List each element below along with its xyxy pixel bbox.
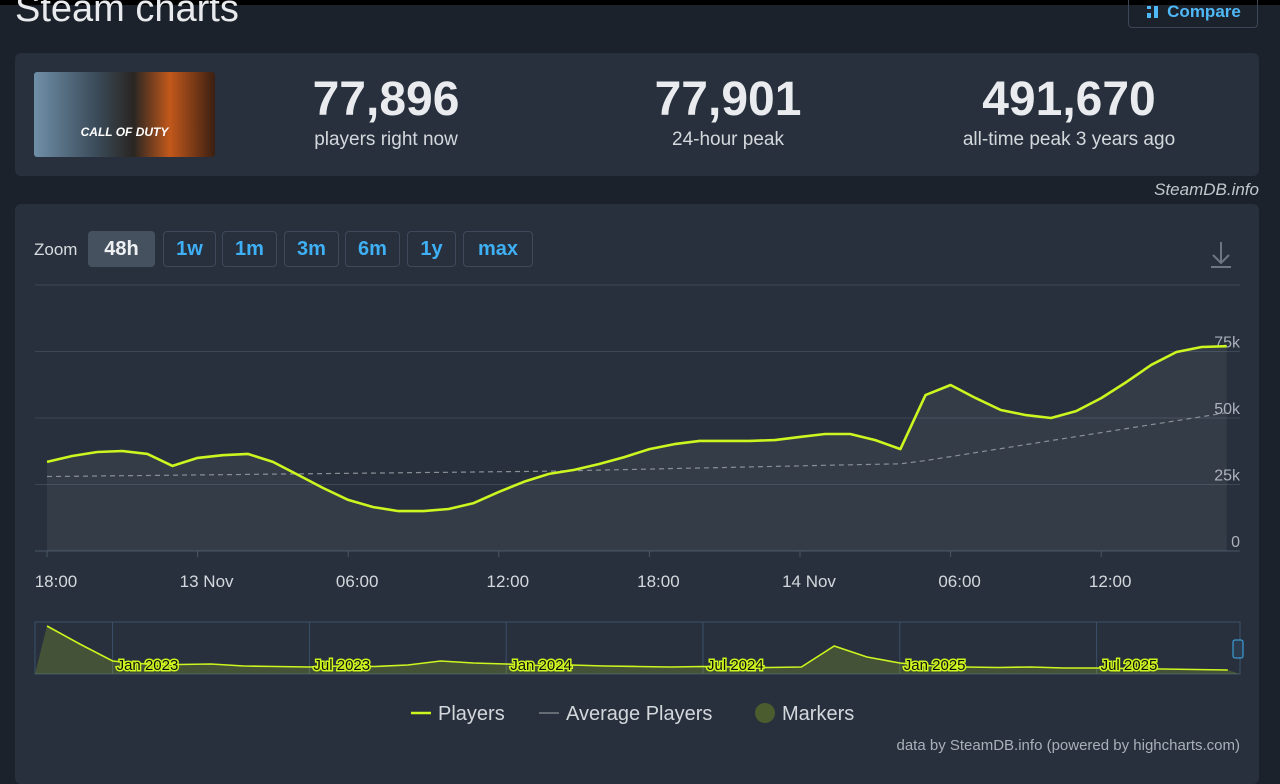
y-tick-label: 50k bbox=[1214, 401, 1241, 418]
navigator-label: Jan 2023 bbox=[117, 657, 179, 674]
legend-label: Average Players bbox=[566, 703, 712, 725]
navigator-label: Jul 2025 bbox=[1101, 657, 1158, 674]
zoom-button[interactable]: 48h bbox=[88, 231, 155, 267]
x-tick-label: 12:00 bbox=[1089, 572, 1132, 591]
average-line bbox=[46, 412, 1227, 478]
navigator-area bbox=[35, 626, 1240, 674]
zoom-label: Zoom bbox=[34, 240, 78, 259]
stat: 77,901 24-hour peak bbox=[548, 72, 908, 151]
navigator-line bbox=[46, 625, 1228, 671]
zoom-button[interactable]: 1w bbox=[163, 231, 216, 267]
stat-value: 77,901 bbox=[654, 73, 802, 126]
compare-icon bbox=[1147, 6, 1159, 18]
navigator-label: Jan 2025 bbox=[904, 657, 966, 674]
download-icon[interactable] bbox=[1211, 242, 1231, 268]
zoom-button[interactable]: 1m bbox=[222, 231, 277, 267]
zoom-button[interactable]: 1y bbox=[407, 231, 456, 267]
players-area bbox=[47, 346, 1227, 551]
compare-label: Compare bbox=[1167, 2, 1241, 21]
x-tick-label: 06:00 bbox=[336, 572, 379, 591]
game-logo: CALL OF DUTY bbox=[34, 72, 215, 157]
legend-symbol bbox=[755, 703, 775, 723]
stat: 491,670 all-time peak 3 years ago bbox=[889, 72, 1249, 151]
stat-value: 77,896 bbox=[312, 73, 460, 126]
x-tick-label: 18:00 bbox=[637, 572, 680, 591]
credits: data by SteamDB.info (powered by highcha… bbox=[897, 737, 1241, 754]
legend-label: Players bbox=[438, 703, 505, 725]
x-tick-label: 06:00 bbox=[938, 572, 981, 591]
source: SteamDB.info bbox=[1154, 180, 1259, 199]
stat-label: players right now bbox=[314, 129, 458, 150]
x-tick-label: 18:00 bbox=[35, 572, 78, 591]
navigator-label: Jan 2024 bbox=[510, 657, 572, 674]
players-line bbox=[46, 344, 1227, 513]
navigator-handle[interactable] bbox=[1232, 639, 1244, 659]
legend-label: Markers bbox=[782, 703, 854, 725]
top-bar bbox=[0, 0, 1280, 5]
stat: 77,896 players right now bbox=[206, 72, 566, 151]
stats-panel bbox=[15, 53, 1259, 176]
page-title: Steam charts bbox=[15, 0, 239, 30]
stat-label: 24-hour peak bbox=[672, 129, 784, 150]
y-tick-label: 0 bbox=[1231, 534, 1240, 551]
chart-panel bbox=[15, 204, 1259, 784]
x-tick-label: 13 Nov bbox=[180, 572, 234, 591]
zoom-button[interactable]: 6m bbox=[345, 231, 400, 267]
stat-value: 491,670 bbox=[982, 73, 1156, 126]
zoom-button[interactable]: max bbox=[463, 231, 533, 267]
x-tick-label: 12:00 bbox=[487, 572, 530, 591]
zoom-button[interactable]: 3m bbox=[284, 231, 339, 267]
x-tick-label: 14 Nov bbox=[782, 572, 836, 591]
navigator-label: Jul 2024 bbox=[707, 657, 764, 674]
compare-button[interactable]: Compare bbox=[1128, 0, 1258, 28]
navigator-label: Jul 2023 bbox=[313, 657, 370, 674]
legend: Players Average Players Markers bbox=[411, 703, 854, 725]
stat-label: all-time peak 3 years ago bbox=[962, 129, 1176, 150]
logo-text: CALL OF DUTY bbox=[80, 125, 169, 139]
y-tick-label: 25k bbox=[1214, 468, 1241, 485]
